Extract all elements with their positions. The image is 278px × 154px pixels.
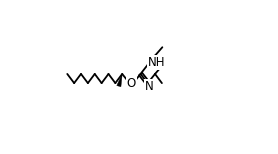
Text: NH: NH: [148, 56, 166, 69]
Text: N: N: [145, 80, 154, 93]
Polygon shape: [117, 74, 122, 87]
Text: O: O: [127, 77, 136, 90]
